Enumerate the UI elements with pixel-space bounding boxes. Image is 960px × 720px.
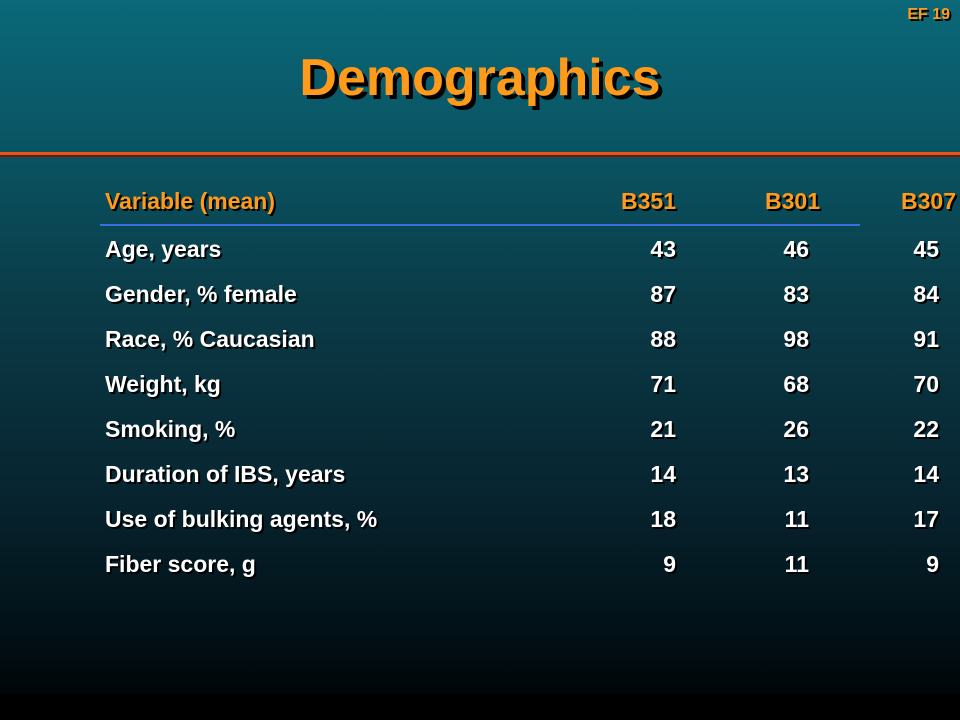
value-b301: 11 — [784, 551, 809, 577]
header-b301: B301 — [765, 188, 820, 214]
header-divider — [100, 224, 860, 226]
table-row-smoking: Smoking, % 21 26 22 — [100, 412, 939, 457]
table-row-gender: Gender, % female 87 83 84 — [100, 277, 939, 322]
value-b301: 11 — [784, 506, 809, 532]
value-b307: 70 — [913, 371, 939, 397]
row-label: Duration of IBS, years — [105, 461, 346, 487]
value-b351: 14 — [650, 461, 676, 487]
value-b301: 68 — [783, 371, 809, 397]
row-label: Weight, kg — [105, 371, 221, 397]
value-b307: 22 — [913, 416, 939, 442]
row-label: Age, years — [105, 236, 222, 262]
header-b307: B307 — [901, 188, 956, 214]
table-row-fiber-score: Fiber score, g 9 11 9 — [100, 547, 939, 592]
value-b307: 45 — [913, 236, 939, 262]
value-b351: 88 — [650, 326, 676, 352]
row-label: Smoking, % — [105, 416, 236, 442]
table-row-weight: Weight, kg 71 68 70 — [100, 367, 939, 412]
value-b301: 26 — [783, 416, 809, 442]
table-row-age: Age, years 43 46 45 — [100, 232, 939, 277]
demographics-table: Variable (mean) B351 B301 B307 — [100, 184, 956, 224]
row-label: Fiber score, g — [105, 551, 256, 577]
table-header-row: Variable (mean) B351 B301 B307 — [100, 184, 956, 224]
value-b351: 43 — [650, 236, 676, 262]
value-b351: 21 — [650, 416, 676, 442]
slide-id-label: EF 19 — [907, 6, 950, 23]
value-b351: 18 — [650, 506, 676, 532]
value-b307: 17 — [913, 506, 939, 532]
row-label: Gender, % female — [105, 281, 297, 307]
value-b301: 13 — [783, 461, 809, 487]
header-b351: B351 — [621, 188, 676, 214]
title-divider — [0, 152, 960, 155]
table-row-ibs-duration: Duration of IBS, years 14 13 14 — [100, 457, 939, 502]
value-b351: 71 — [650, 371, 676, 397]
row-label: Use of bulking agents, % — [105, 506, 378, 532]
value-b307: 14 — [913, 461, 939, 487]
value-b351: 87 — [650, 281, 676, 307]
header-variable: Variable (mean) — [105, 188, 276, 214]
value-b301: 83 — [783, 281, 809, 307]
value-b307: 9 — [926, 551, 939, 577]
value-b351: 9 — [663, 551, 676, 577]
table-row-bulking-agents: Use of bulking agents, % 18 11 17 — [100, 502, 939, 547]
value-b301: 98 — [783, 326, 809, 352]
value-b307: 84 — [913, 281, 939, 307]
page-title: Demographics — [299, 49, 661, 107]
table-row-race: Race, % Caucasian 88 98 91 — [100, 322, 939, 367]
bottom-band — [0, 694, 960, 720]
value-b307: 91 — [913, 326, 939, 352]
table-body: Age, years 43 46 45 Gender, % female 87 … — [100, 232, 939, 592]
value-b301: 46 — [783, 236, 809, 262]
row-label: Race, % Caucasian — [105, 326, 315, 352]
